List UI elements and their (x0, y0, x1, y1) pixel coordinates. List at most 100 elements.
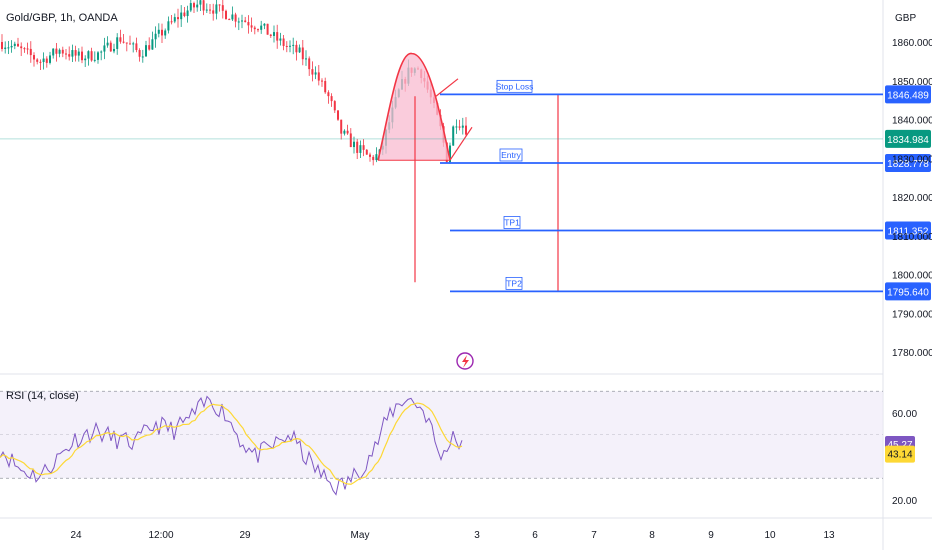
candle-body (199, 0, 202, 5)
candle-body (84, 58, 87, 61)
level-label-stop_loss: Stop Loss (496, 81, 534, 91)
candle-body (231, 14, 234, 20)
candle-body (314, 72, 317, 75)
candle-body (109, 42, 112, 52)
level-label-tp2: TP2 (506, 278, 522, 288)
price-tick-label: 1810.000 (892, 232, 932, 243)
candle-body (157, 29, 160, 34)
candle-body (311, 69, 314, 75)
candle-body (330, 96, 333, 102)
candle-body (71, 50, 74, 57)
candle-body (276, 32, 279, 41)
candle-body (170, 21, 173, 23)
time-tick-label: 6 (532, 530, 538, 541)
candle-body (305, 58, 307, 60)
rsi-tick-label: 60.00 (892, 409, 917, 420)
candle-body (215, 4, 218, 14)
candle-body (129, 43, 131, 45)
candle-body (225, 10, 227, 20)
level-label-box-entry (499, 148, 523, 162)
time-tick-label: 3 (474, 530, 480, 541)
candle-body (356, 141, 359, 153)
candle-body (228, 19, 231, 21)
candle-body (87, 51, 90, 59)
time-tick-label: 8 (649, 530, 655, 541)
candle-body (116, 37, 119, 49)
candle-body (1, 42, 3, 49)
candle-body (74, 50, 77, 56)
rsi-band-layer (0, 390, 883, 479)
candle-body (250, 25, 253, 28)
candle-body (119, 37, 122, 42)
candle-body (13, 43, 16, 46)
candle-body (321, 80, 323, 82)
price-tag-tp2: 1795.640 (887, 287, 929, 298)
channel-line-upper (435, 78, 459, 97)
candle-body (353, 141, 355, 148)
time-tick-label: 29 (239, 530, 251, 541)
candle-body (295, 44, 298, 53)
candle-body (260, 25, 263, 30)
rsi-ma-tag: 43.14 (887, 450, 912, 461)
candle-body (273, 32, 275, 36)
candle-body (132, 43, 135, 45)
lightning-icon[interactable] (456, 352, 474, 370)
candle-body (209, 9, 211, 11)
candle-body (247, 22, 250, 26)
candle-body (465, 125, 467, 135)
candle-body (452, 126, 455, 146)
candle-body (449, 145, 451, 163)
candle-body (45, 58, 48, 63)
candle-body (164, 30, 167, 36)
candle-body (61, 49, 64, 54)
candle-body (103, 45, 106, 52)
candle-body (372, 156, 375, 161)
level-label-tp1: TP1 (504, 218, 520, 228)
candle-body (173, 17, 176, 22)
candle-body (97, 52, 99, 60)
price-tick-label: 1860.000 (892, 38, 932, 49)
candle-body (49, 55, 51, 63)
candle-body (17, 43, 19, 47)
candle-body (68, 54, 71, 57)
candle-body (167, 21, 170, 31)
axis-layer: 1860.000 1850.000 1840.000 1830.000 1820.000… (70, 38, 932, 541)
candle-body (266, 23, 269, 35)
candle-body (141, 56, 144, 58)
price-tag-entry: 1828.778 (887, 159, 929, 170)
candle-body (241, 20, 243, 22)
candle-body (218, 4, 221, 6)
price-tag-bg-current (885, 129, 931, 148)
candle-body (42, 58, 45, 63)
time-tick-label: 13 (823, 530, 835, 541)
currency-label: GBP (895, 13, 916, 24)
candle-body (234, 14, 237, 22)
candle-body (26, 48, 29, 50)
candle-body (93, 59, 96, 61)
symbol-title: Gold/GBP, 1h, OANDA (6, 12, 118, 24)
price-tick-label: 1830.000 (892, 154, 932, 165)
candle-body (202, 0, 205, 11)
candle-body (7, 47, 10, 49)
levels-layer: Stop Loss 1846.489 Entry 1828.778 TP1 1811.35… (0, 79, 931, 301)
price-tag-bg-tp1 (885, 221, 931, 240)
candle-body (33, 55, 35, 60)
candle-body (237, 21, 240, 23)
candle-body (180, 12, 183, 20)
candle-body (81, 51, 83, 61)
time-tick-label: 10 (764, 530, 776, 541)
rsi-tick-label: 20.00 (892, 496, 917, 507)
candle-body (257, 29, 259, 31)
time-tick-label: 9 (708, 530, 714, 541)
candle-body (65, 53, 67, 55)
candle-body (317, 72, 320, 81)
candle-body (221, 5, 224, 11)
candle-body (263, 23, 266, 26)
rsi-line (0, 395, 463, 496)
candle-body (52, 48, 55, 56)
channel-line-lower (449, 126, 473, 161)
candle-body (301, 47, 304, 60)
level-label-box-tp1 (503, 216, 521, 229)
